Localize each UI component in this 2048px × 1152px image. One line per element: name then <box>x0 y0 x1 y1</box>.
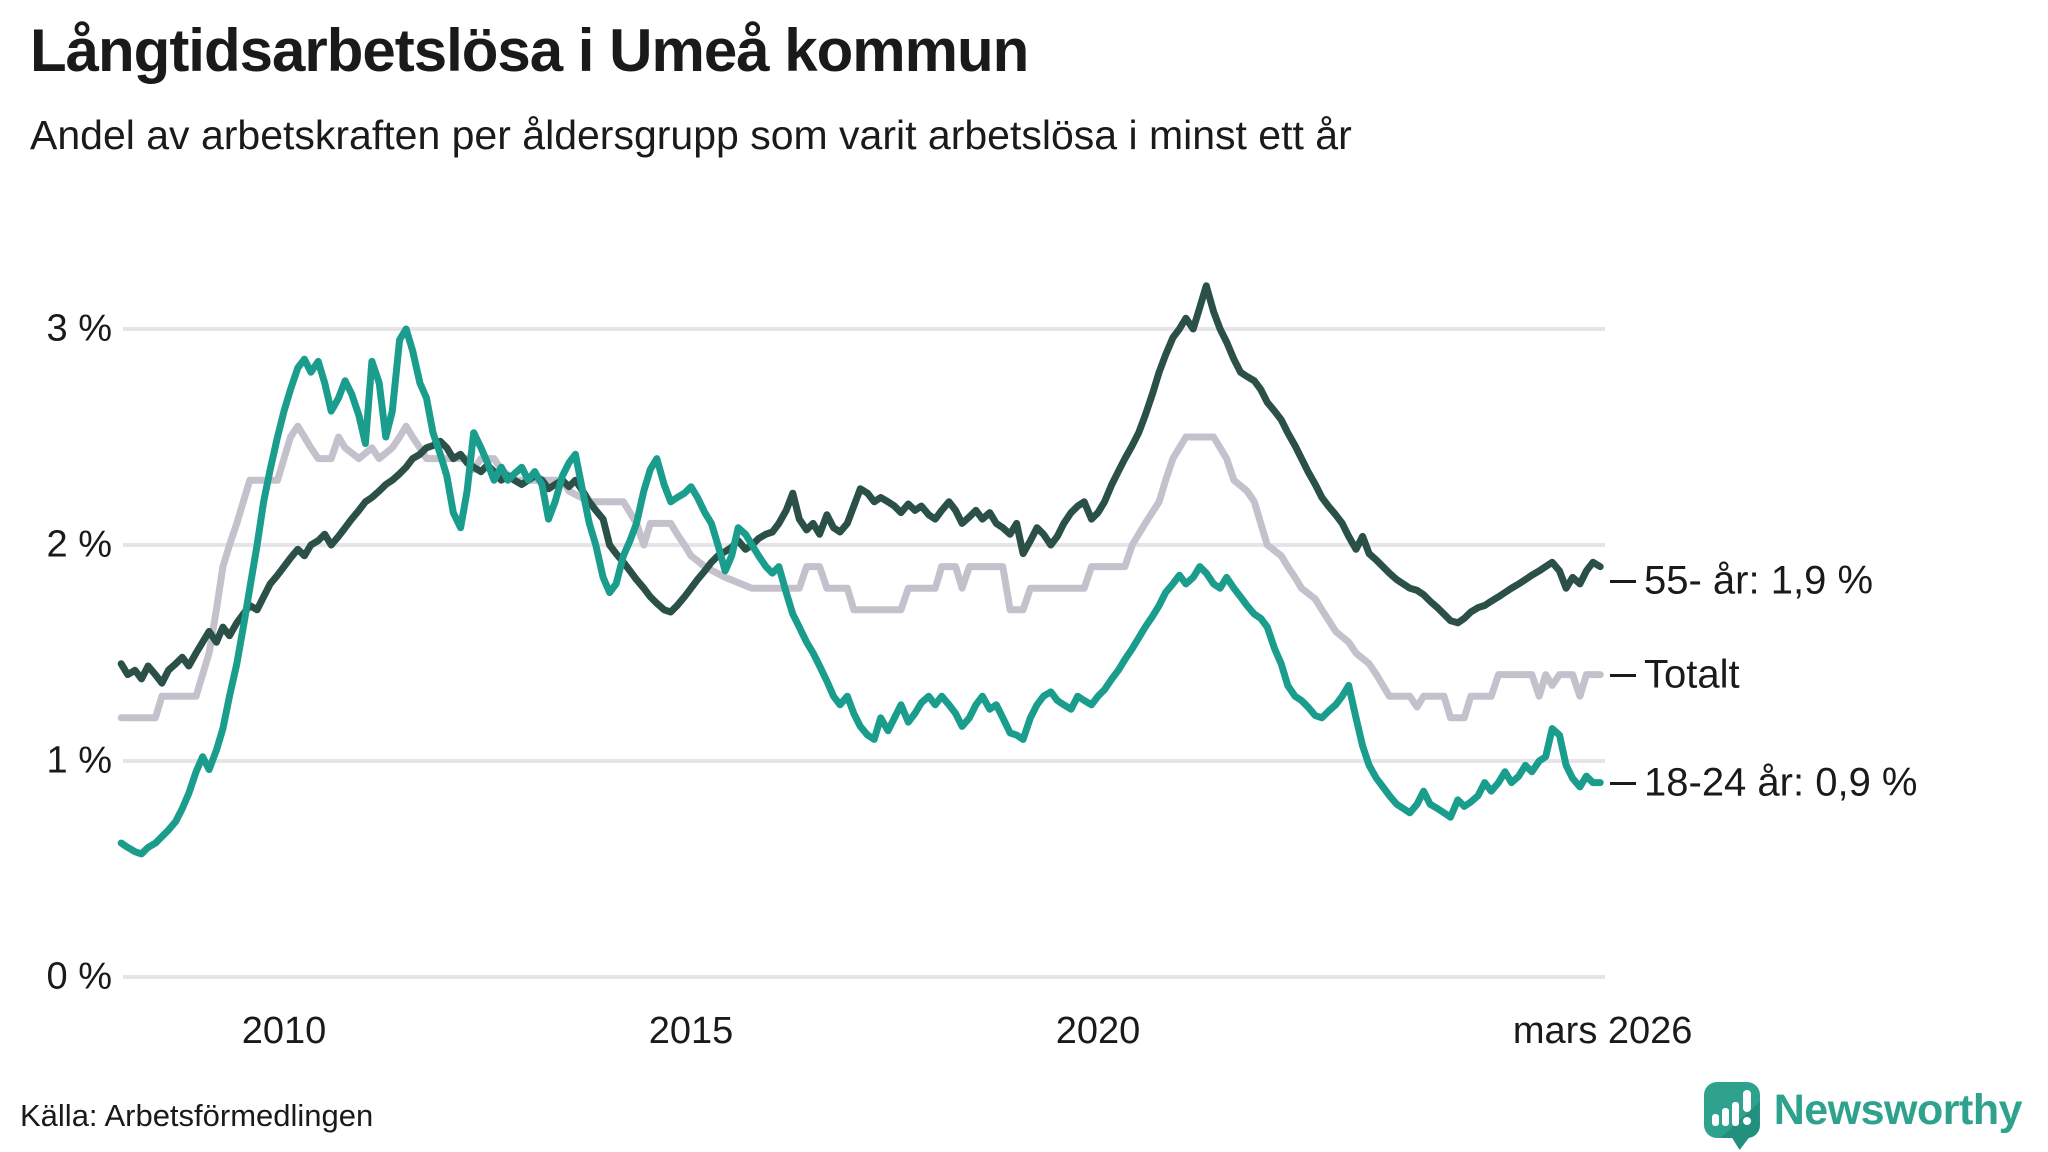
y-axis-tick: 0 % <box>46 955 112 998</box>
series-end-label: 55- år: 1,9 % <box>1644 558 1874 603</box>
y-axis-tick: 2 % <box>46 523 112 566</box>
page-title: Långtidsarbetslösa i Umeå kommun <box>30 17 1029 84</box>
label-connector <box>1610 781 1636 785</box>
label-connector <box>1610 579 1636 583</box>
series-line-totalt <box>117 422 1604 722</box>
newsworthy-logo: Newsworthy <box>1703 1082 2023 1150</box>
brand-name: Newsworthy <box>1773 1085 2023 1134</box>
source-note: Källa: Arbetsförmedlingen <box>20 1098 374 1133</box>
label-connector <box>1610 673 1636 677</box>
y-axis-tick: 1 % <box>46 739 112 782</box>
series-line-55-r <box>117 282 1604 687</box>
series-end-label: Totalt <box>1644 652 1740 697</box>
y-axis-tick: 3 % <box>46 307 112 350</box>
chart-subtitle: Andel av arbetskraften per åldersgrupp s… <box>30 112 1352 158</box>
series-line-18-24-r <box>117 325 1604 858</box>
series-end-label: 18-24 år: 0,9 % <box>1644 760 1918 805</box>
x-axis-tick: 2015 <box>648 1010 734 1052</box>
x-axis-tick: mars 2026 <box>1512 1010 1693 1052</box>
x-axis-tick: 2020 <box>1055 1010 1141 1052</box>
bar-chart-speech-bubble-icon <box>1703 1082 1760 1150</box>
x-axis-tick: 2010 <box>241 1010 327 1052</box>
